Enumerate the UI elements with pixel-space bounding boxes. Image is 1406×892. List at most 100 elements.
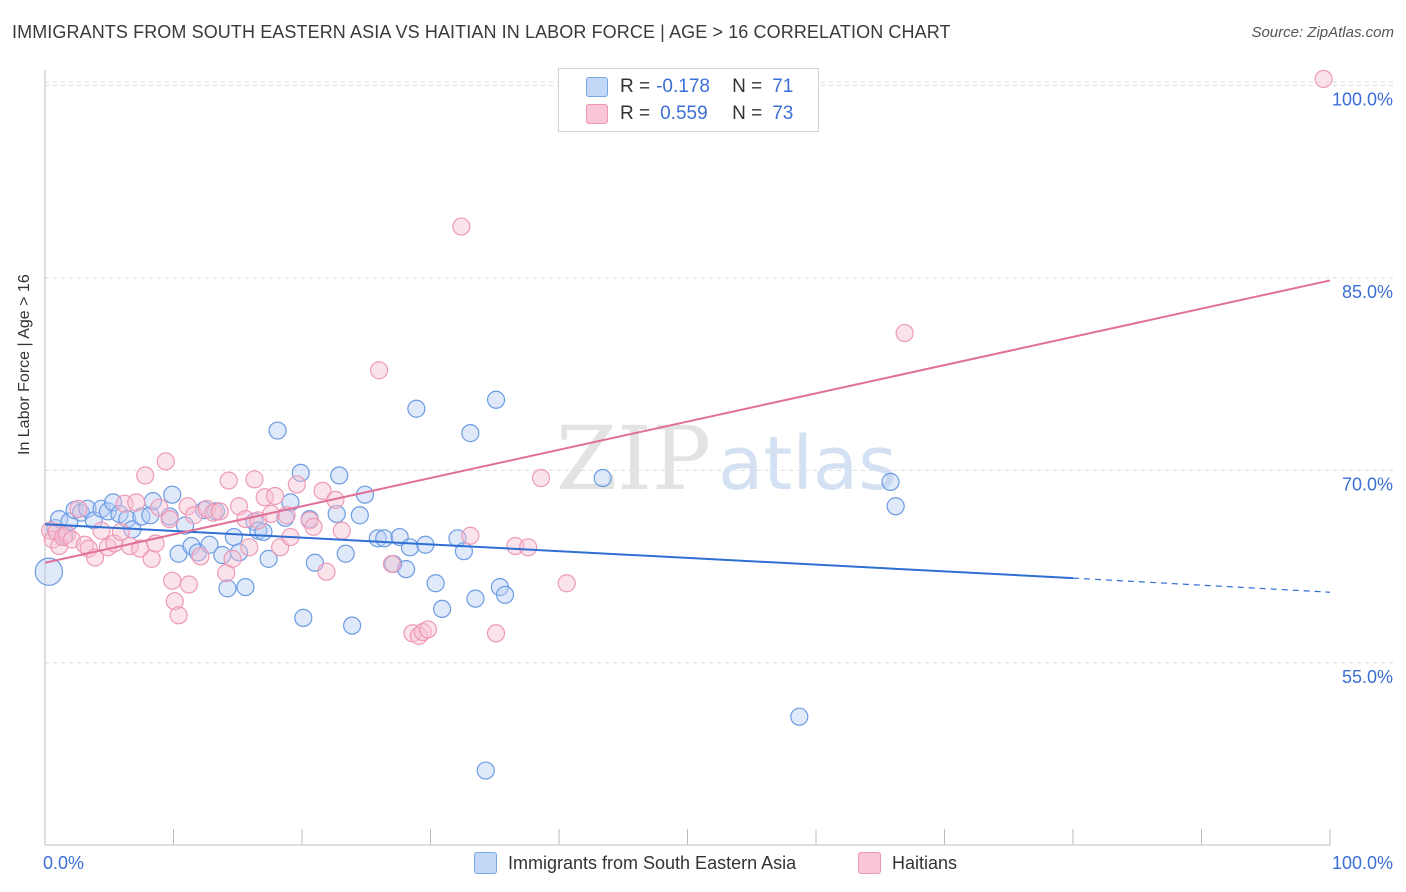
haitians-point bbox=[150, 498, 169, 517]
x-tick-label: 0.0% bbox=[43, 853, 84, 873]
immigrants-point bbox=[466, 589, 485, 608]
immigrants-point bbox=[104, 493, 123, 512]
haitians-trend-line bbox=[44, 279, 1331, 564]
legend-r-label: R = bbox=[620, 103, 651, 124]
legend-label-haitians: Haitians bbox=[892, 852, 958, 873]
haitians-point bbox=[531, 468, 551, 488]
haitians-point bbox=[169, 606, 188, 625]
haitians-point bbox=[486, 624, 506, 643]
immigrants-point bbox=[881, 472, 900, 491]
grid-lines bbox=[45, 81, 1395, 664]
haitians-point bbox=[413, 622, 432, 642]
legend-swatch-blue bbox=[586, 77, 608, 97]
legend-r-value: -0.178 bbox=[656, 76, 710, 97]
immigrants-point bbox=[350, 506, 369, 525]
haitians-point bbox=[287, 475, 306, 494]
haitians-point bbox=[304, 517, 323, 536]
x-tick-labels: 0.0% 100.0% bbox=[43, 853, 1393, 873]
haitians-point bbox=[165, 592, 184, 611]
haitians-point bbox=[1314, 69, 1333, 89]
immigrants-point bbox=[396, 560, 416, 579]
legend-swatch-blue bbox=[474, 852, 497, 874]
legend-r-value: 0.559 bbox=[660, 103, 708, 124]
immigrants-point bbox=[432, 599, 452, 619]
y-tick-label: 70.0% bbox=[1342, 474, 1393, 494]
immigrants-point bbox=[327, 504, 346, 524]
haitians-point bbox=[163, 571, 182, 590]
haitians-point bbox=[332, 521, 351, 540]
immigrants-point bbox=[476, 761, 495, 780]
immigrants-point bbox=[886, 497, 905, 516]
stats-legend: R = -0.178 N = 71 R = 0.559 N = 73 bbox=[558, 68, 819, 132]
haitians-point bbox=[418, 620, 438, 639]
immigrants-point bbox=[593, 468, 612, 488]
immigrants-point bbox=[236, 577, 255, 597]
haitians-point bbox=[115, 494, 134, 513]
immigrants-point bbox=[426, 574, 445, 593]
legend-row-haitians: R = 0.559 N = 73 bbox=[559, 100, 793, 128]
immigrants-point bbox=[218, 579, 237, 598]
immigrants-point bbox=[291, 463, 310, 482]
haitians-point bbox=[219, 471, 238, 490]
legend-swatch-pink bbox=[858, 852, 881, 874]
immigrants-point bbox=[34, 557, 64, 586]
haitians-point bbox=[156, 452, 175, 471]
y-tick-label: 85.0% bbox=[1342, 282, 1393, 302]
haitians-point bbox=[92, 521, 111, 540]
haitians-point bbox=[204, 503, 223, 522]
immigrants-point bbox=[343, 616, 362, 635]
y-tick-label: 100.0% bbox=[1332, 89, 1393, 109]
haitians-point bbox=[136, 466, 155, 485]
trend-lines bbox=[44, 279, 1331, 593]
immigrants-point bbox=[486, 390, 506, 409]
axes bbox=[44, 70, 1331, 846]
haitians-point bbox=[240, 538, 259, 557]
haitians-point bbox=[265, 486, 285, 506]
y-tick-label: 55.0% bbox=[1342, 667, 1393, 687]
legend-n-label: N = bbox=[732, 103, 763, 124]
immigrants-point bbox=[790, 707, 809, 726]
immigrants-point bbox=[268, 421, 287, 440]
y-axis-label: In Labor Force | Age > 16 bbox=[16, 274, 33, 455]
series-legend: Immigrants from South Eastern Asia Haiti… bbox=[0, 852, 1406, 878]
source-credit: Source: ZipAtlas.com bbox=[1251, 24, 1394, 41]
haitians-point bbox=[317, 562, 336, 581]
haitians-point bbox=[519, 538, 538, 557]
immigrants-point bbox=[98, 502, 118, 521]
legend-label-immigrants: Immigrants from South Eastern Asia bbox=[508, 852, 797, 873]
legend-n-value: 71 bbox=[772, 76, 794, 97]
immigrants-point bbox=[224, 527, 243, 547]
haitians-point bbox=[895, 323, 914, 343]
legend-n-label: N = bbox=[732, 76, 763, 97]
legend-item-immigrants: Immigrants from South Eastern Asia bbox=[474, 852, 796, 874]
haitians-point bbox=[178, 497, 197, 516]
haitians-point bbox=[210, 502, 229, 521]
haitians-point bbox=[313, 481, 332, 500]
haitians-point bbox=[69, 499, 88, 518]
data-points bbox=[34, 69, 1333, 780]
watermark-zip: ZIP bbox=[556, 407, 711, 510]
immigrants-point bbox=[375, 529, 394, 548]
haitians-point bbox=[382, 554, 402, 574]
haitians-point bbox=[452, 217, 471, 236]
watermark: ZIP atlas bbox=[556, 407, 897, 510]
legend-item-haitians: Haitians bbox=[858, 852, 957, 874]
haitians-point bbox=[191, 547, 210, 566]
watermark-atlas: atlas bbox=[718, 421, 897, 507]
chart-title: IMMIGRANTS FROM SOUTH EASTERN ASIA VS HA… bbox=[12, 22, 951, 42]
immigrants-point bbox=[330, 466, 349, 485]
haitians-point bbox=[127, 493, 146, 512]
x-tick-label: 100.0% bbox=[1332, 853, 1393, 873]
haitians-point bbox=[557, 574, 576, 593]
immigrants-point bbox=[336, 544, 355, 563]
haitians-point bbox=[160, 509, 179, 529]
immigrants-point bbox=[259, 549, 278, 568]
legend-row-immigrants: R = -0.178 N = 71 bbox=[559, 73, 793, 101]
haitians-point bbox=[370, 361, 389, 380]
immigrants-point bbox=[163, 485, 182, 504]
immigrants-point bbox=[400, 538, 420, 557]
haitians-point bbox=[142, 549, 161, 568]
immigrants-trend-line bbox=[44, 523, 1074, 580]
immigrants-point bbox=[461, 424, 480, 443]
